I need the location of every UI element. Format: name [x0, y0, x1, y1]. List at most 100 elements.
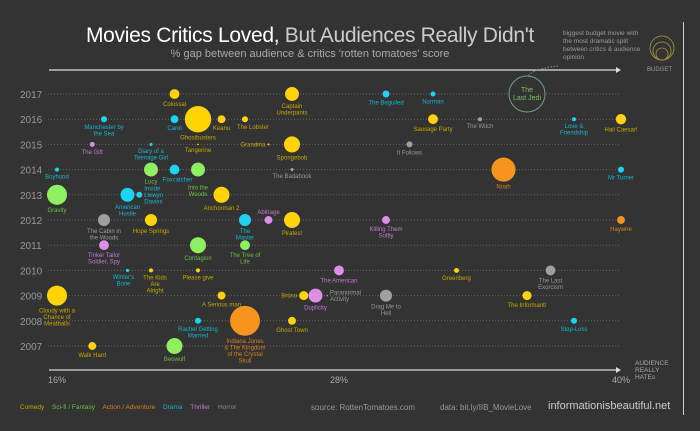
movie-label: The Kids Are Alright — [143, 275, 167, 294]
movie-point — [290, 168, 294, 172]
movie-point — [194, 317, 202, 324]
movie-label: Diary of a Teenage Girl — [134, 149, 168, 162]
year-label-2010: 2010 — [20, 266, 43, 277]
movie-label: Paranormal Activity — [330, 290, 361, 303]
movie-point — [46, 184, 68, 205]
movie-label: Brüno — [281, 294, 298, 300]
movie-label: The Badabook — [272, 174, 312, 180]
movie-point — [238, 213, 252, 227]
movie-point — [213, 186, 230, 203]
data-link[interactable]: data: bit.ly/IIB_MovieLove — [440, 403, 532, 412]
movie-point — [217, 291, 226, 300]
movie-point — [46, 285, 68, 306]
year-label-2012: 2012 — [20, 216, 43, 227]
movie-point — [241, 116, 249, 123]
movie-point — [454, 267, 459, 273]
movie-label: Anchorman 2 — [204, 206, 240, 212]
highlight-circle — [508, 75, 546, 113]
year-label-2014: 2014 — [20, 166, 43, 177]
movie-point — [144, 213, 158, 227]
movie-point — [166, 337, 183, 355]
x-tick-label: 40% — [612, 375, 630, 385]
movie-label: Greenberg — [442, 276, 471, 282]
movie-point — [184, 106, 212, 133]
movie-label: Duplicity — [304, 306, 327, 312]
movie-label: It Follows — [397, 150, 422, 156]
movie-point — [308, 288, 323, 303]
movie-point — [149, 268, 153, 273]
chart-subtitle: % gap between audience & critics 'rotten… — [170, 48, 450, 60]
legend-horror: Horror — [217, 404, 237, 411]
movie-point — [572, 117, 576, 122]
x-axis-label: AUDIENCE REALLY HATEs — [635, 360, 669, 381]
movie-label: Into the Woods — [188, 186, 209, 199]
movie-label: Winter's Bone — [113, 275, 134, 288]
title-bold: Movies Critics Loved, — [85, 24, 280, 47]
year-label-2008: 2008 — [20, 317, 43, 328]
genre-legend: Comedy Sci-fi / Fantasy Action / Adventu… — [20, 404, 242, 411]
movie-label: Carol — [167, 126, 181, 132]
movie-label: Spongebob — [277, 155, 308, 161]
chart-title: Movies Critics Loved, But Audiences Real… — [0, 24, 620, 48]
movie-point — [136, 191, 143, 198]
movie-label: The Witch — [466, 124, 493, 130]
movie-point — [491, 157, 516, 182]
movie-label: Ghost Town — [276, 328, 308, 334]
movie-point — [283, 211, 301, 229]
movie-label: The Master — [236, 229, 254, 242]
movie-point — [264, 216, 273, 224]
movie-point — [615, 114, 627, 125]
legend-comedy: Comedy — [20, 404, 45, 411]
movie-label: Tangerine — [185, 148, 212, 154]
movie-point — [299, 291, 309, 301]
movie-point — [288, 316, 296, 325]
movie-point — [89, 141, 95, 147]
movie-label: Norman — [422, 99, 443, 105]
movie-label: Cloudy with a Chance of Meatballs — [39, 309, 76, 328]
legend-action: Action / Adventure — [102, 404, 156, 411]
movie-point — [197, 143, 199, 146]
movie-label: The Lobster — [237, 125, 269, 131]
movie-point — [545, 265, 556, 276]
movie-point — [285, 87, 299, 101]
movie-label: The American — [320, 278, 357, 284]
legend-drama: Drama — [163, 404, 183, 411]
movie-label: Beowulf — [164, 357, 186, 363]
movie-label: Lucy — [145, 180, 158, 186]
year-label-2007: 2007 — [20, 342, 43, 353]
movie-label: Drag Me to Hell — [371, 305, 401, 318]
movie-label: Gravity — [47, 208, 66, 214]
x-tick-label: 28% — [330, 375, 348, 385]
movie-point — [120, 187, 135, 202]
movie-point — [617, 216, 625, 224]
movie-label: Noah — [496, 185, 510, 191]
year-label-2015: 2015 — [20, 140, 43, 151]
year-label-2016: 2016 — [20, 115, 43, 126]
x-tick-label: 16% — [48, 375, 66, 385]
movie-label: The Gift — [82, 150, 104, 156]
movie-label: Abitrage — [257, 210, 280, 216]
movie-point — [230, 305, 260, 336]
movie-point — [55, 167, 59, 172]
movie-point — [100, 116, 108, 123]
right-divider — [683, 22, 684, 415]
movie-point — [522, 291, 532, 301]
movie-label: Killing Them Softly — [370, 227, 403, 240]
movie-point — [379, 289, 393, 302]
movie-label: Boyhood — [45, 175, 69, 181]
movie-label: Rachel Getting Married — [178, 327, 218, 340]
movie-label: The Cabin in the Woods — [87, 229, 121, 242]
annotation: biggest budget movie with the most drama… — [563, 30, 641, 61]
movie-label: Tinker Tailor Soldier, Spy — [88, 253, 120, 266]
title-light: But Audiences Really Didn't — [284, 24, 535, 47]
movie-point — [217, 115, 226, 124]
movie-point — [617, 166, 625, 173]
movie-label: Hope Springs — [133, 229, 169, 235]
movie-label: Walk Hard — [78, 353, 106, 359]
movie-point — [267, 143, 270, 146]
brand-logo[interactable]: informationisbeautiful.net — [548, 400, 671, 412]
movie-point — [125, 268, 130, 272]
movie-point — [406, 141, 413, 148]
movie-label: Mr Turner — [608, 176, 634, 182]
movie-point — [144, 162, 158, 177]
